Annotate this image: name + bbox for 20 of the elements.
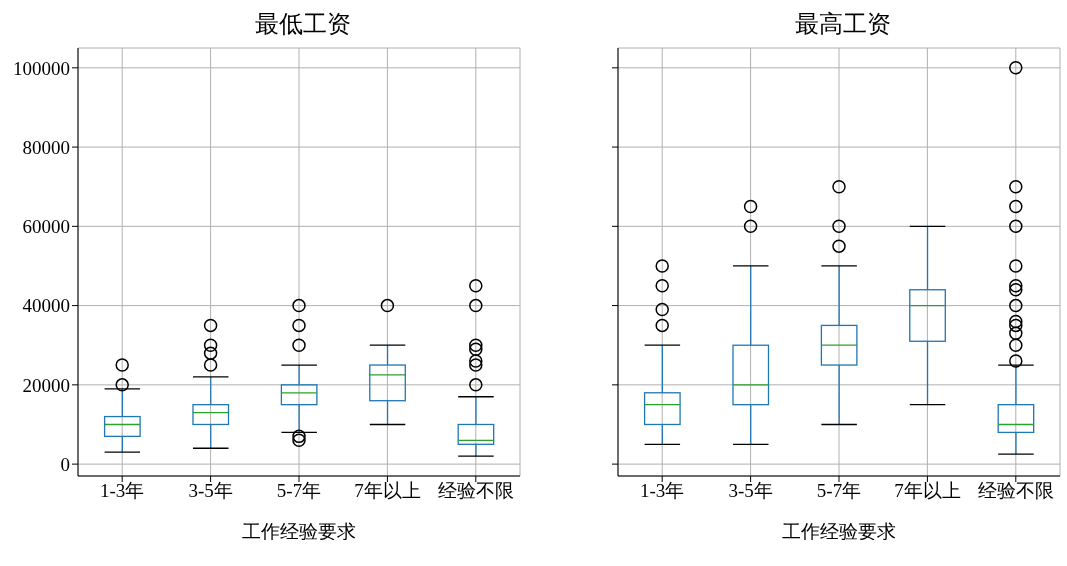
y-tick-label: 0: [60, 453, 70, 475]
y-tick-label: 80000: [22, 136, 70, 158]
x-tick-label: 1-3年: [100, 480, 145, 502]
y-tick-label: 40000: [22, 295, 70, 317]
y-tick-label: 60000: [22, 216, 70, 238]
x-tick-label: 7年以上: [354, 480, 421, 502]
x-axis-title: 工作经验要求: [782, 521, 896, 542]
x-axis-title: 工作经验要求: [242, 521, 356, 542]
chart-title: 最高工资: [794, 10, 892, 39]
x-tick-label: 经验不限: [977, 480, 1054, 502]
x-tick-label: 5-7年: [276, 480, 322, 502]
x-tick-label: 3-5年: [188, 480, 233, 502]
y-tick-label: 100000: [13, 57, 70, 79]
x-tick-label: 7年以上: [894, 480, 961, 502]
x-tick-label: 经验不限: [437, 480, 514, 502]
chart-title: 最低工资: [254, 10, 352, 39]
x-tick-label: 3-5年: [728, 480, 773, 502]
x-tick-label: 1-3年: [640, 480, 685, 502]
x-tick-label: 5-7年: [816, 480, 862, 502]
y-tick-label: 20000: [22, 374, 70, 396]
